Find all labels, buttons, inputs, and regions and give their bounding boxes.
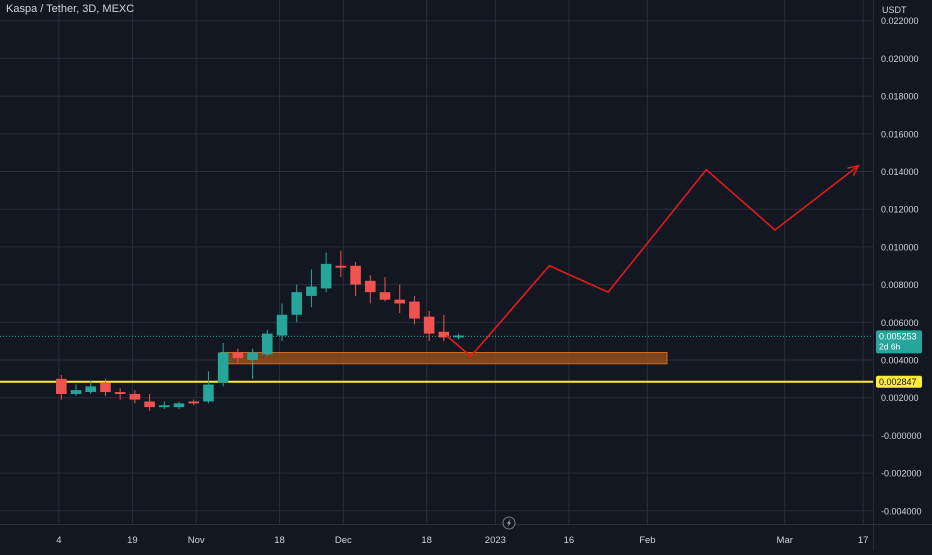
- candle-body: [144, 401, 155, 408]
- price-axis-tick-label: -0.004000: [881, 506, 922, 516]
- candle-body: [276, 314, 288, 336]
- candle-body: [188, 401, 200, 404]
- last-price-tag-countdown: 2d 6h: [879, 341, 901, 351]
- support-line-tag-bg: [876, 375, 922, 388]
- candle-body: [261, 333, 273, 355]
- candles: [56, 250, 464, 411]
- price-axis-tick-label: 0.016000: [881, 129, 919, 139]
- candle-body: [100, 382, 111, 393]
- candle-body: [85, 386, 97, 393]
- candle-body: [379, 292, 391, 300]
- price-axis-tick-label: 0.008000: [881, 280, 919, 290]
- time-axis-tick-label: Mar: [777, 535, 793, 546]
- last-price-tag-value: 0.005253: [879, 331, 917, 341]
- chart-title: Kaspa / Tether, 3D, MEXC: [6, 3, 135, 15]
- candle-body: [56, 378, 67, 394]
- time-axis-tick-label: Dec: [335, 535, 352, 546]
- candle-body: [350, 265, 361, 285]
- candle-body: [423, 316, 435, 334]
- candle-body: [129, 393, 141, 400]
- price-axis-tick-label: 0.018000: [881, 92, 919, 102]
- candle-body: [247, 352, 258, 361]
- candle-body: [232, 352, 244, 359]
- time-axis[interactable]: 4 19 Nov 18 Dec 18 2023 16 Feb Mar 17: [56, 535, 868, 546]
- candle-body: [409, 301, 420, 319]
- price-axis-tick-label: 0.020000: [881, 54, 919, 64]
- price-axis-tick-label: -0.002000: [881, 469, 922, 479]
- time-axis-tick-label: 2023: [485, 535, 506, 546]
- time-axis-tick-label: 18: [421, 535, 432, 546]
- price-axis-tick-label: 0.022000: [881, 16, 919, 26]
- price-axis-tick-label: 0.014000: [881, 167, 919, 177]
- time-axis-tick-label: Nov: [188, 535, 205, 546]
- zone-rect: [220, 351, 668, 365]
- time-axis-tick-label: Feb: [639, 535, 655, 546]
- time-axis-tick-label: 17: [858, 535, 869, 546]
- price-axis-tick-label: -0.000000: [881, 431, 922, 441]
- price-axis-tick-label: 0.012000: [881, 205, 919, 215]
- grid: [0, 0, 873, 524]
- candle-body: [203, 384, 214, 402]
- projection-polyline: [445, 165, 859, 358]
- price-axis-tick-label: 0.002000: [881, 393, 919, 403]
- price-axis-tick-label: 0.006000: [881, 318, 919, 328]
- price-axis-currency: USDT: [882, 5, 907, 15]
- price-axis-tick-label: 0.010000: [881, 242, 919, 252]
- last-price-tag-bg: [876, 330, 922, 354]
- projection-path: [445, 164, 860, 358]
- time-axis-tick-label: 19: [127, 535, 138, 546]
- lightning-icon-glyph: [507, 519, 511, 527]
- time-axis-tick-label: 18: [274, 535, 285, 546]
- time-axis-tick-label: 16: [564, 535, 575, 546]
- candle-body: [364, 280, 376, 293]
- candle-body: [173, 403, 185, 408]
- projection-arrowhead: [847, 164, 860, 177]
- candle-body: [320, 263, 332, 289]
- candle-body: [306, 286, 317, 296]
- candle-body: [335, 265, 347, 268]
- candle-body: [217, 352, 229, 383]
- candle-body: [159, 405, 170, 408]
- time-axis-tick-label: 4: [56, 535, 61, 546]
- candle-body: [114, 392, 126, 394]
- candle-body: [453, 335, 464, 338]
- support-zone: [220, 351, 668, 365]
- price-axis-tick-label: 0.004000: [881, 356, 919, 366]
- candle-body: [394, 299, 406, 304]
- candle-body: [291, 292, 303, 315]
- candle-body: [70, 390, 82, 394]
- support-line-tag-value: 0.002847: [879, 377, 917, 387]
- candle-body: [438, 331, 450, 338]
